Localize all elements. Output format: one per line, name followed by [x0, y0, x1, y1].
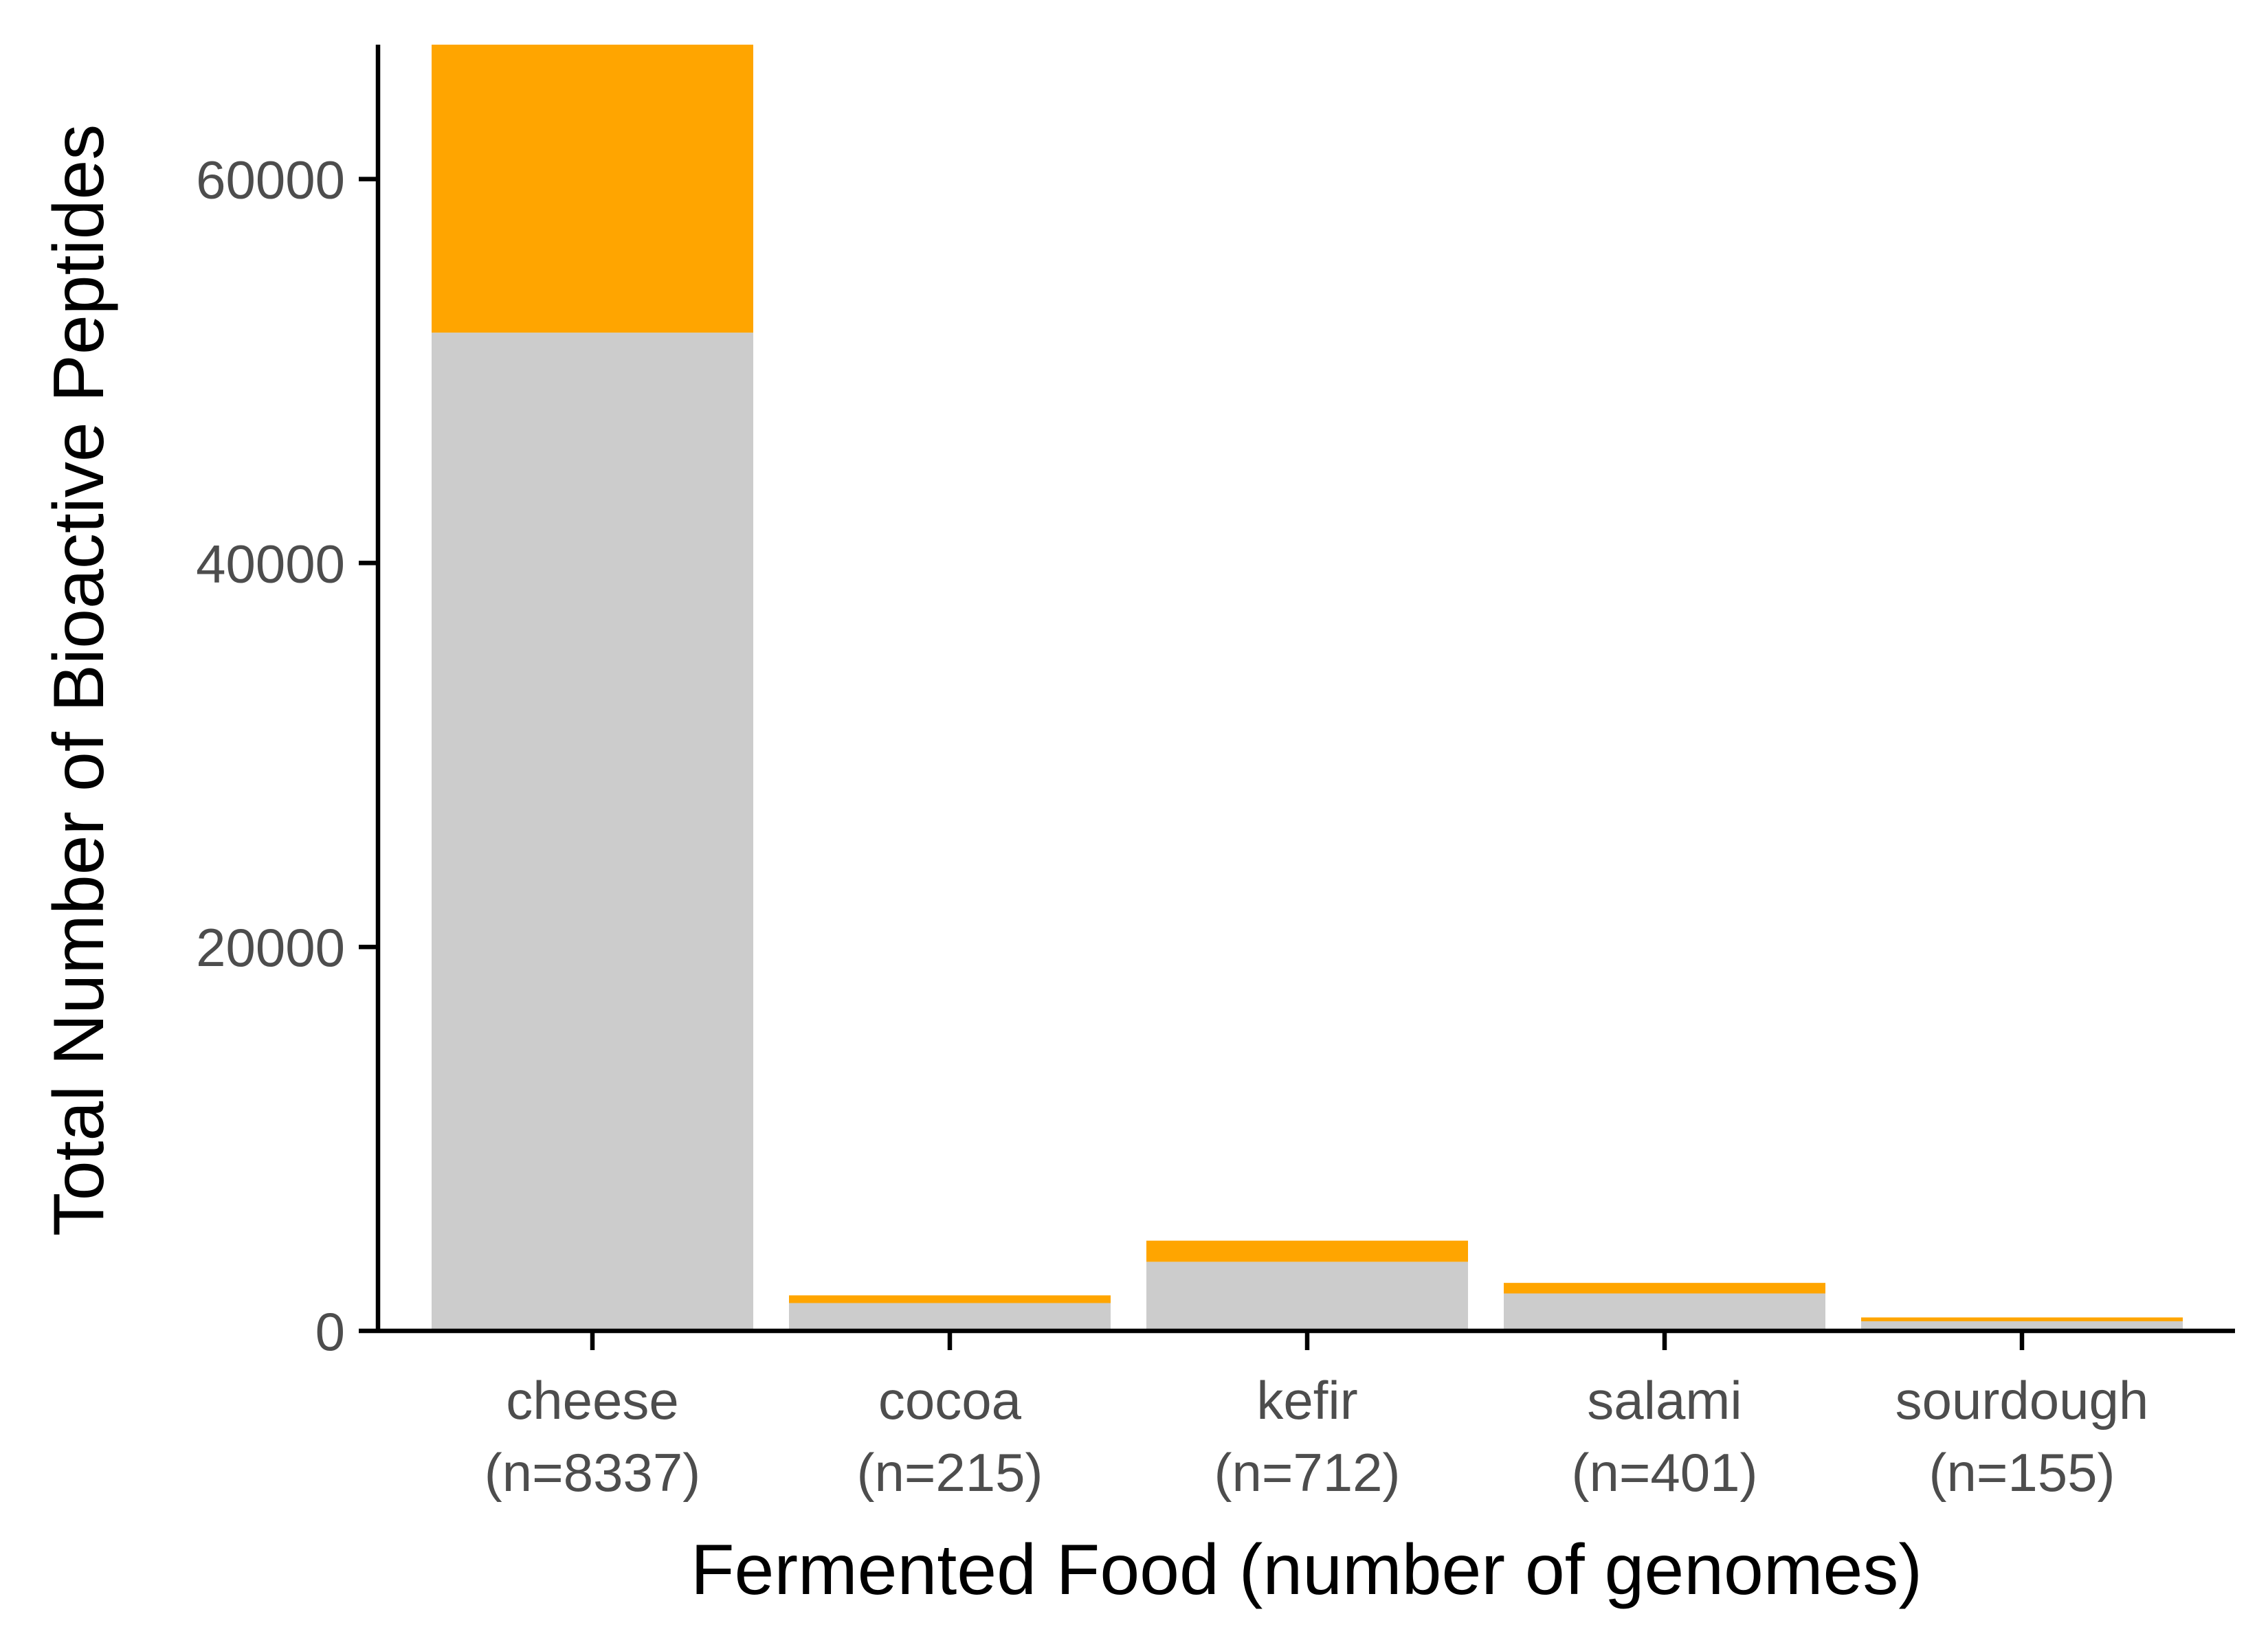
y-tick-label: 20000	[196, 917, 345, 978]
x-tick-label-salami: salami	[1587, 1370, 1742, 1431]
x-tick-count-cocoa: (n=215)	[856, 1442, 1043, 1503]
bar-cheese-segment-1	[432, 333, 753, 1331]
x-tick-count-kefir: (n=712)	[1214, 1442, 1400, 1503]
y-tick-label: 40000	[196, 533, 345, 594]
bar-sourdough-segment-1	[1861, 1321, 2183, 1331]
y-axis-title: Total Number of Bioactive Peptides	[39, 124, 119, 1237]
bar-kefir-segment-2	[1146, 1240, 1468, 1262]
x-tick-label-sourdough: sourdough	[1895, 1370, 2149, 1431]
x-tick-label-kefir: kefir	[1256, 1370, 1357, 1431]
x-tick-count-sourdough: (n=155)	[1928, 1442, 2115, 1503]
bars-layer	[432, 45, 2183, 1331]
x-tick-label-cocoa: cocoa	[878, 1370, 1022, 1431]
x-tick-labels: cheese (n=8337) cocoa (n=215) kefir (n=712) sa…	[485, 1370, 2149, 1503]
bar-salami-segment-1	[1504, 1293, 1825, 1331]
x-tick-count-salami: (n=401)	[1571, 1442, 1757, 1503]
y-tick-label: 0	[315, 1301, 345, 1362]
x-tick-count-cheese: (n=8337)	[485, 1442, 700, 1503]
y-tick-label: 60000	[196, 150, 345, 210]
x-axis-title: Fermented Food (number of genomes)	[691, 1530, 1922, 1610]
x-tick-label-cheese: cheese	[506, 1370, 679, 1431]
bar-sourdough-segment-2	[1861, 1317, 2183, 1322]
bar-cocoa-segment-1	[789, 1303, 1111, 1331]
ticks-layer: 0 20000 40000 60000	[196, 150, 2025, 1362]
bar-cocoa-segment-2	[789, 1295, 1111, 1303]
bar-salami-segment-2	[1504, 1283, 1825, 1294]
bar-kefir-segment-1	[1146, 1261, 1468, 1331]
bar-cheese-segment-2	[432, 45, 753, 333]
